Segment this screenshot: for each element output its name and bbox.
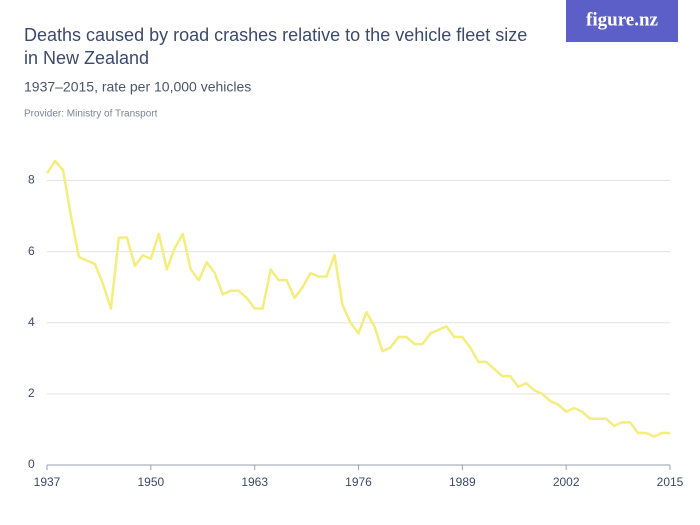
x-tick-label: 1989 xyxy=(449,475,476,489)
line xyxy=(45,159,670,438)
x-tick-label: 1950 xyxy=(137,475,164,489)
x-tick-label: 2002 xyxy=(553,475,580,489)
x-tick-label: 1937 xyxy=(34,475,61,489)
logo-box xyxy=(566,0,678,42)
y-tick-label: 8 xyxy=(28,173,35,187)
x-tick-label: 1963 xyxy=(241,475,268,489)
x-tick-label: 2015 xyxy=(657,475,684,489)
y-tick-label: 6 xyxy=(28,244,35,258)
title-line: Deaths caused by road crashes relative t… xyxy=(24,25,527,45)
y-tick-label: 4 xyxy=(28,315,35,329)
title-line: in New Zealand xyxy=(24,48,149,68)
provider: Provider: Ministry of Transport xyxy=(24,109,158,120)
chart-subtitle: 1937–2015, rate per 10,000 vehicles xyxy=(24,79,251,95)
chart-title: Deaths caused by road crashes relative t… xyxy=(24,25,527,68)
x-tick-label: 1976 xyxy=(345,475,372,489)
logo: figure.nz xyxy=(586,9,659,30)
y-tick-label: 2 xyxy=(28,386,35,400)
y-tick-label: 0 xyxy=(28,457,35,471)
